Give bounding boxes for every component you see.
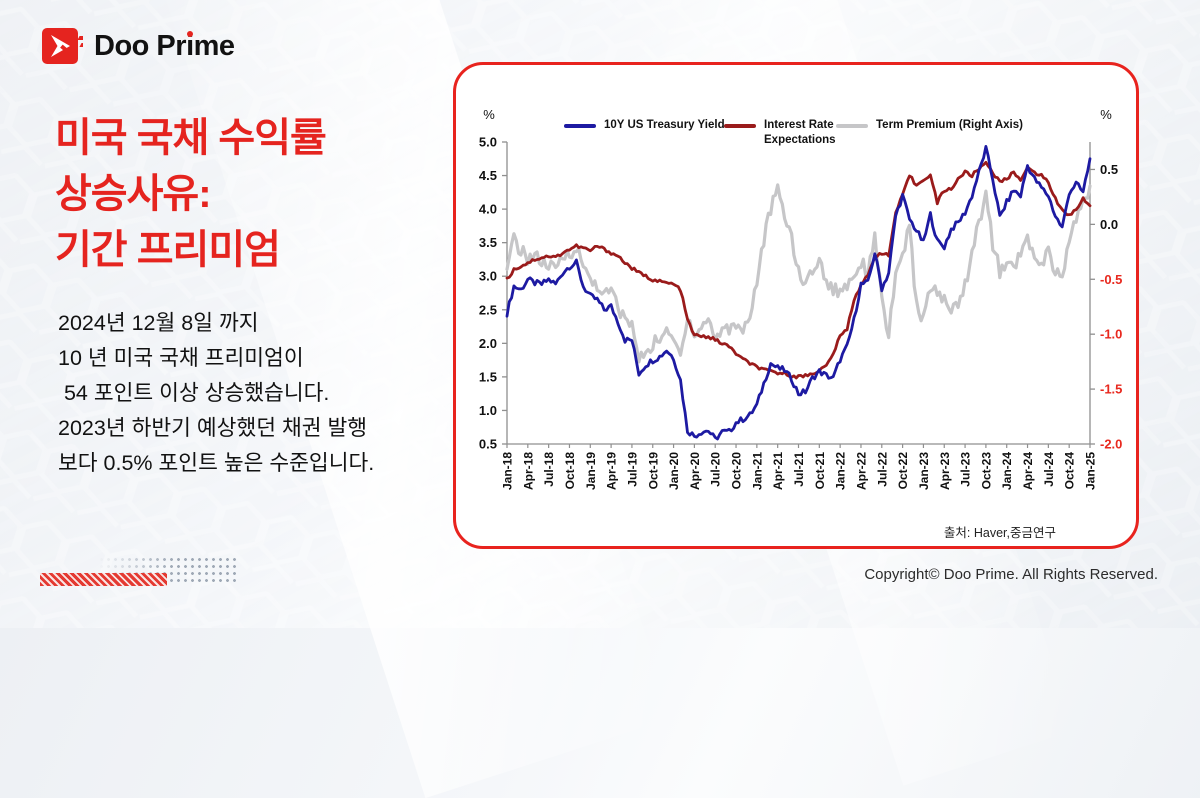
striped-bar-decoration xyxy=(40,573,167,586)
page-title: 미국 국채 수익률 상승사유: 기간 프리미엄 xyxy=(55,110,327,278)
svg-text:Apr-19: Apr-19 xyxy=(605,452,619,490)
svg-text:Jan-19: Jan-19 xyxy=(584,452,598,490)
svg-text:3.0: 3.0 xyxy=(479,269,497,284)
svg-text:Oct-23: Oct-23 xyxy=(979,452,993,490)
svg-text:Apr-20: Apr-20 xyxy=(688,452,702,490)
svg-text:Oct-22: Oct-22 xyxy=(896,452,910,490)
logo: Doo Prime xyxy=(42,26,235,67)
svg-text:Apr-22: Apr-22 xyxy=(854,452,868,490)
line-chart: 5.0 4.5 4.0 3.5 3.0 2.5 2.0 1.5 1.0 0.5 0.5 0.0 -0.5… xyxy=(479,107,1122,490)
svg-text:Oct-19: Oct-19 xyxy=(646,452,660,490)
svg-text:3.5: 3.5 xyxy=(479,235,497,250)
svg-text:4.5: 4.5 xyxy=(479,168,497,183)
svg-text:Jul-18: Jul-18 xyxy=(542,452,556,487)
svg-text:4.0: 4.0 xyxy=(479,202,497,217)
legend-label: Term Premium (Right Axis) xyxy=(876,119,1023,131)
copyright-text: Copyright© Doo Prime. All Rights Reserve… xyxy=(864,566,1158,583)
brand-i-dot: i xyxy=(186,30,194,62)
svg-text:%: % xyxy=(483,107,495,122)
svg-text:Apr-24: Apr-24 xyxy=(1021,452,1035,490)
svg-text:Jul-24: Jul-24 xyxy=(1042,452,1056,487)
source-note: 출처: Haver,중금연구 xyxy=(943,526,1056,540)
legend-item-term-premium: Term Premium (Right Axis) xyxy=(836,118,1023,133)
svg-text:Oct-20: Oct-20 xyxy=(730,452,744,490)
svg-text:Apr-18: Apr-18 xyxy=(521,452,535,490)
svg-text:%: % xyxy=(1100,107,1112,122)
legend-label: 10Y US Treasury Yield xyxy=(604,119,725,131)
svg-text:1.0: 1.0 xyxy=(479,403,497,418)
svg-text:Jul-20: Jul-20 xyxy=(709,452,723,487)
svg-text:-2.0: -2.0 xyxy=(1100,437,1122,452)
legend-swatch-red xyxy=(724,124,756,128)
svg-text:Jul-23: Jul-23 xyxy=(959,452,973,487)
svg-text:Apr-23: Apr-23 xyxy=(938,452,952,490)
svg-text:Jan-22: Jan-22 xyxy=(834,452,848,490)
svg-text:Jul-19: Jul-19 xyxy=(625,452,639,487)
svg-text:Oct-21: Oct-21 xyxy=(813,452,827,490)
chart-card: 5.0 4.5 4.0 3.5 3.0 2.5 2.0 1.5 1.0 0.5 0.5 0.0 -0.5… xyxy=(453,62,1139,549)
svg-text:1.5: 1.5 xyxy=(479,369,497,384)
svg-text:-0.5: -0.5 xyxy=(1100,272,1122,287)
svg-text:Jan-24: Jan-24 xyxy=(1000,452,1014,490)
svg-text:Jul-22: Jul-22 xyxy=(875,452,889,487)
page: { "logo": {"brand_left": "Doo Pr", "bran… xyxy=(0,0,1200,628)
description-text: 2024년 12월 8일 까지 10 년 미국 국채 프리미엄이 54 포인트 … xyxy=(58,311,375,475)
svg-text:-1.5: -1.5 xyxy=(1100,382,1122,397)
doo-prime-logo-icon xyxy=(42,26,88,67)
svg-text:Oct-18: Oct-18 xyxy=(563,452,577,490)
svg-text:0.0: 0.0 xyxy=(1100,217,1118,232)
legend-label: Interest Rate Expectations xyxy=(764,119,836,146)
svg-text:Oct-24: Oct-24 xyxy=(1063,452,1077,490)
svg-text:Jan-23: Jan-23 xyxy=(917,452,931,490)
svg-text:2.0: 2.0 xyxy=(479,336,497,351)
svg-text:Jan-21: Jan-21 xyxy=(750,452,764,490)
svg-text:Jul-21: Jul-21 xyxy=(792,452,806,487)
svg-text:Jan-25: Jan-25 xyxy=(1084,452,1098,490)
svg-text:2.5: 2.5 xyxy=(479,302,497,317)
legend-item-rate-expectations: Interest Rate Expectations xyxy=(724,118,856,148)
svg-text:Jan-20: Jan-20 xyxy=(667,452,681,490)
svg-text:0.5: 0.5 xyxy=(1100,162,1118,177)
svg-text:0.5: 0.5 xyxy=(479,437,497,452)
brand-text: Doo Prime xyxy=(94,30,235,62)
title-line-3: 기간 프리미엄 xyxy=(55,228,281,272)
legend-swatch-gray xyxy=(836,124,868,128)
svg-text:5.0: 5.0 xyxy=(479,135,497,150)
svg-text:Jan-18: Jan-18 xyxy=(501,452,515,490)
svg-text:Apr-21: Apr-21 xyxy=(771,452,785,490)
legend-swatch-blue xyxy=(564,124,596,128)
legend-item-treasury-yield: 10Y US Treasury Yield xyxy=(564,118,725,133)
svg-text:-1.0: -1.0 xyxy=(1100,327,1122,342)
title-line-1: 미국 국채 수익률 xyxy=(55,116,327,160)
title-line-2: 상승사유: xyxy=(55,172,212,216)
